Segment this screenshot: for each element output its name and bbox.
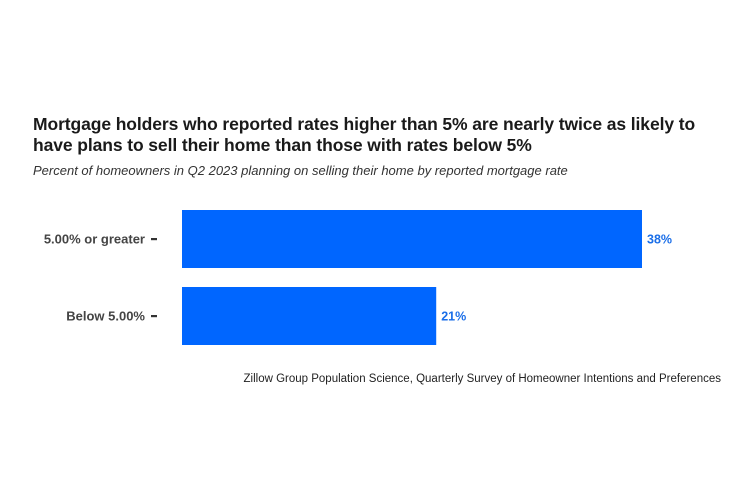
value-label: 38% [647, 233, 672, 247]
source-note: Zillow Group Population Science, Quarter… [243, 373, 722, 385]
y-tick-mark [151, 315, 157, 318]
chart-subtitle: Percent of homeowners in Q2 2023 plannin… [33, 163, 568, 178]
chart-title: Mortgage holders who reported rates high… [33, 114, 696, 155]
bar-0 [182, 210, 642, 268]
value-label: 21% [441, 310, 466, 324]
category-label: 5.00% or greater [44, 232, 145, 247]
bar-1 [182, 287, 437, 345]
y-tick-mark [151, 238, 157, 241]
category-label: Below 5.00% [66, 309, 145, 324]
bars-layer: 5.00% or greater 38% Below 5.00% 21% [44, 210, 672, 345]
